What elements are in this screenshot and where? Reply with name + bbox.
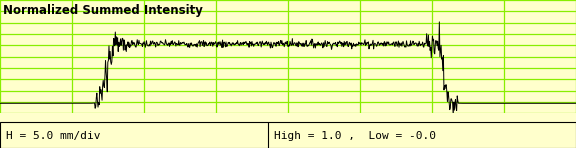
- Text: H = 5.0 mm/div: H = 5.0 mm/div: [6, 131, 100, 141]
- Text: High = 1.0 ,  Low = -0.0: High = 1.0 , Low = -0.0: [274, 131, 435, 141]
- Text: Normalized Summed Intensity: Normalized Summed Intensity: [3, 4, 203, 17]
